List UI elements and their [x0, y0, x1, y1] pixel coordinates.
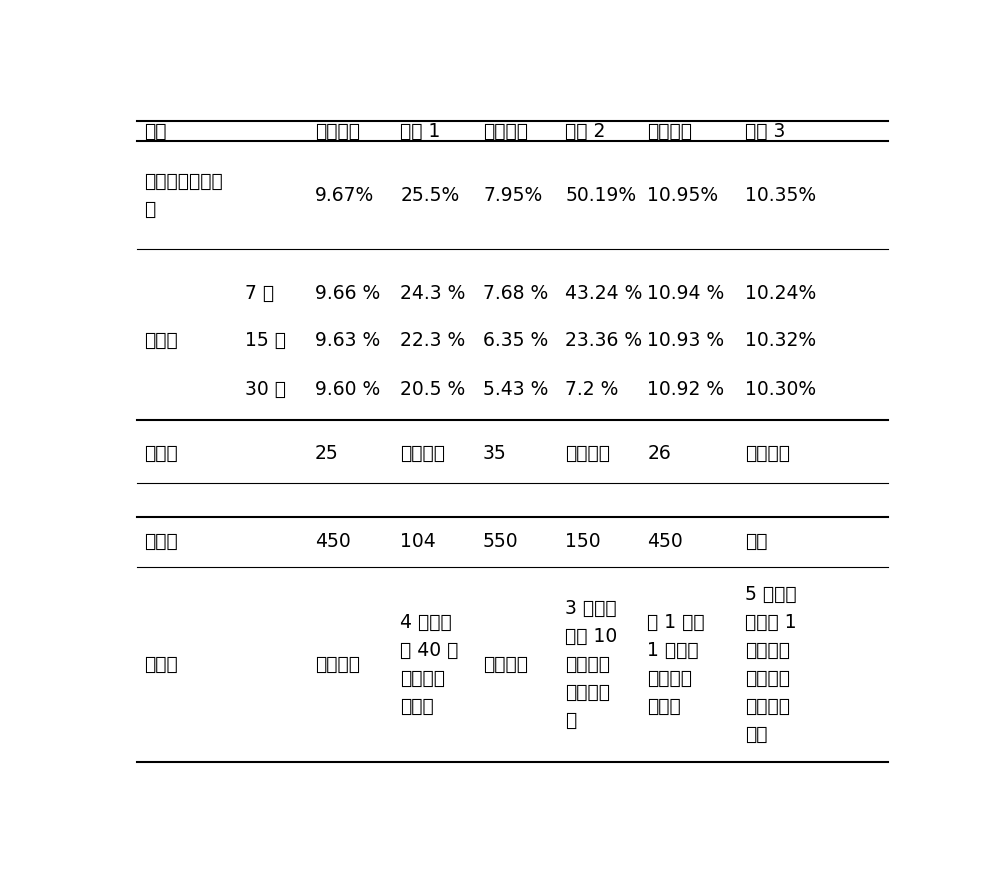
Text: 实施例二: 实施例二 — [483, 122, 528, 141]
Text: 6.35 %: 6.35 % — [483, 331, 548, 350]
Text: 适口性: 适口性 — [144, 532, 178, 551]
Text: 9.66 %: 9.66 % — [315, 284, 380, 303]
Text: 104: 104 — [400, 532, 436, 551]
Text: 几乎不溶: 几乎不溶 — [565, 443, 610, 463]
Text: 仅 1 人在
1 小时后
皮肤有轻
微发红: 仅 1 人在 1 小时后 皮肤有轻 微发红 — [647, 613, 705, 716]
Text: 150: 150 — [565, 532, 601, 551]
Text: 没有反应: 没有反应 — [483, 655, 528, 674]
Text: 对照 1: 对照 1 — [400, 122, 440, 141]
Text: 3 人在施
药后 10
分钟有皮
肤轻微泛
红: 3 人在施 药后 10 分钟有皮 肤轻微泛 红 — [565, 599, 617, 730]
Text: 7 天: 7 天 — [245, 284, 274, 303]
Text: 5.43 %: 5.43 % — [483, 380, 548, 399]
Text: 对照 3: 对照 3 — [745, 122, 785, 141]
Text: 10.93 %: 10.93 % — [647, 331, 724, 350]
Text: 没有反应: 没有反应 — [315, 655, 360, 674]
Text: 35: 35 — [483, 443, 507, 463]
Text: 对照 2: 对照 2 — [565, 122, 606, 141]
Text: 24.3 %: 24.3 % — [400, 284, 466, 303]
Text: 水溶性: 水溶性 — [144, 443, 178, 463]
Text: 50.19%: 50.19% — [565, 186, 636, 205]
Text: 450: 450 — [315, 532, 351, 551]
Text: 9.67%: 9.67% — [315, 186, 374, 205]
Text: 稳定性: 稳定性 — [144, 331, 178, 350]
Text: 7.95%: 7.95% — [483, 186, 542, 205]
Text: 项目: 项目 — [144, 122, 167, 141]
Text: 几乎不溶: 几乎不溶 — [400, 443, 445, 463]
Text: 43.24 %: 43.24 % — [565, 284, 643, 303]
Text: 10.94 %: 10.94 % — [647, 284, 725, 303]
Text: 刺激性: 刺激性 — [144, 655, 178, 674]
Text: 450: 450 — [647, 532, 683, 551]
Text: 30 天: 30 天 — [245, 380, 286, 399]
Text: 10.35%: 10.35% — [745, 186, 816, 205]
Text: 实施例一: 实施例一 — [315, 122, 360, 141]
Text: 10.24%: 10.24% — [745, 284, 816, 303]
Text: 10.30%: 10.30% — [745, 380, 816, 399]
Text: 25.5%: 25.5% — [400, 186, 459, 205]
Text: 15 天: 15 天 — [245, 331, 286, 350]
Text: 拒食: 拒食 — [745, 532, 768, 551]
Text: 25: 25 — [315, 443, 339, 463]
Text: 550: 550 — [483, 532, 519, 551]
Text: 22.3 %: 22.3 % — [400, 331, 465, 350]
Text: 10.32%: 10.32% — [745, 331, 816, 350]
Text: 26: 26 — [647, 443, 671, 463]
Text: 20.5 %: 20.5 % — [400, 380, 465, 399]
Text: 9.63 %: 9.63 % — [315, 331, 380, 350]
Text: 5 人在施
药后的 1
分钟内皮
肤泛红并
有灼热刺
痛感: 5 人在施 药后的 1 分钟内皮 肤泛红并 有灼热刺 痛感 — [745, 585, 797, 744]
Text: 实施例七: 实施例七 — [647, 122, 692, 141]
Text: 23.36 %: 23.36 % — [565, 331, 642, 350]
Text: 9.60 %: 9.60 % — [315, 380, 380, 399]
Text: 几乎不溶: 几乎不溶 — [745, 443, 790, 463]
Text: 4 人在施
药 40 分
钟内有皮
肤泛红: 4 人在施 药 40 分 钟内有皮 肤泛红 — [400, 613, 458, 716]
Text: 7.68 %: 7.68 % — [483, 284, 548, 303]
Text: 对药效成分包合
率: 对药效成分包合 率 — [144, 172, 223, 219]
Text: 7.2 %: 7.2 % — [565, 380, 619, 399]
Text: 10.95%: 10.95% — [647, 186, 718, 205]
Text: 10.92 %: 10.92 % — [647, 380, 724, 399]
